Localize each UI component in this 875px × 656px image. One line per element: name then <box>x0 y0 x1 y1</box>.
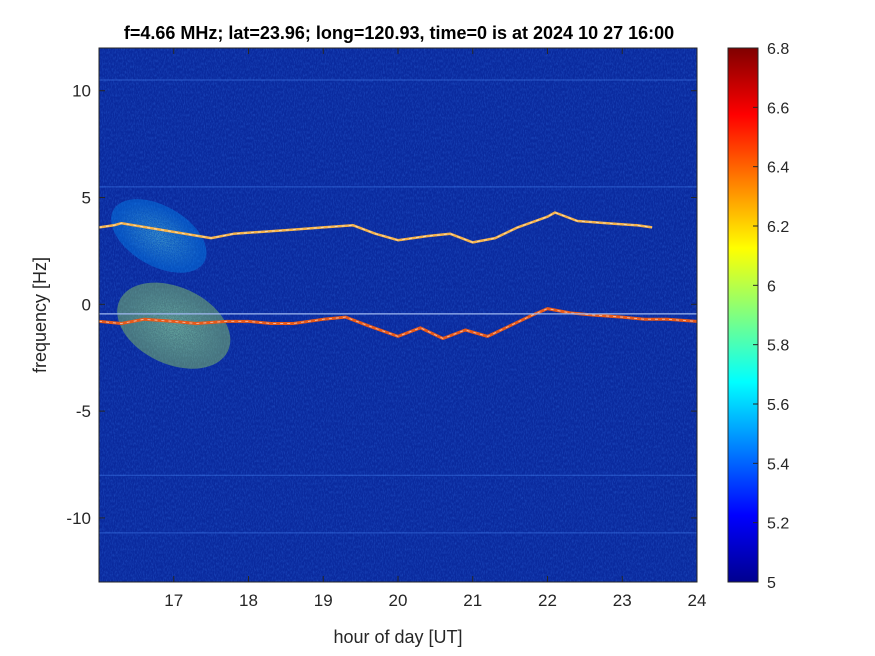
colorbar-tick-label: 5.2 <box>767 516 789 533</box>
colorbar-tick-label: 6.4 <box>767 160 789 177</box>
plot-area <box>99 48 697 582</box>
x-tick-label: 22 <box>538 591 557 610</box>
x-tick-label: 17 <box>164 591 183 610</box>
blob-speckle <box>122 286 225 365</box>
x-axis-label: hour of day [UT] <box>333 627 462 647</box>
x-tick-label: 23 <box>613 591 632 610</box>
y-tick-label: 10 <box>72 82 91 101</box>
blob-0 <box>117 282 231 369</box>
colorbar-tick-label: 5.8 <box>767 338 789 355</box>
x-tick-label: 24 <box>688 591 707 610</box>
x-tick-group: 17 18 19 20 21 22 23 24 <box>164 48 706 610</box>
colorbar-tick-label: 6.8 <box>767 41 789 58</box>
y-tick-label: -10 <box>66 509 91 528</box>
colorbar-tick-label: 6.2 <box>767 219 789 236</box>
y-tick-group: 10 5 0 -5 -10 <box>66 82 697 528</box>
blob-group <box>111 199 231 369</box>
y-tick-label: 0 <box>82 295 91 314</box>
x-tick-label: 20 <box>389 591 408 610</box>
y-axis-label: frequency [Hz] <box>30 257 50 373</box>
colorbar-frame <box>727 47 759 583</box>
colorbar: 6.8 6.6 6.4 6.2 6 5.8 5.6 5.4 5.2 5 <box>727 41 789 592</box>
horizontal-line-group <box>99 79 697 534</box>
colorbar-tick-label: 5.6 <box>767 397 789 414</box>
colorbar-gradient <box>728 48 758 582</box>
chart-title: f=4.66 MHz; lat=23.96; long=120.93, time… <box>124 23 674 43</box>
x-tick-label: 18 <box>239 591 258 610</box>
blob-speckle <box>115 202 202 270</box>
trace-highlight-0 <box>99 308 697 340</box>
colorbar-tick-group: 6.8 6.6 6.4 6.2 6 5.8 5.6 5.4 5.2 5 <box>753 41 789 592</box>
x-tick-label: 19 <box>314 591 333 610</box>
colorbar-tick-label: 5.4 <box>767 456 789 473</box>
y-tick-label: -5 <box>76 402 91 421</box>
colorbar-tick-label: 6 <box>767 278 776 295</box>
y-tick-label: 5 <box>82 189 91 208</box>
colorbar-tick-label: 5 <box>767 575 776 592</box>
x-tick-label: 21 <box>463 591 482 610</box>
trace-line-1 <box>99 211 653 244</box>
colorbar-tick-label: 6.6 <box>767 100 789 117</box>
trace-group <box>99 211 697 340</box>
blob-1 <box>111 199 207 273</box>
